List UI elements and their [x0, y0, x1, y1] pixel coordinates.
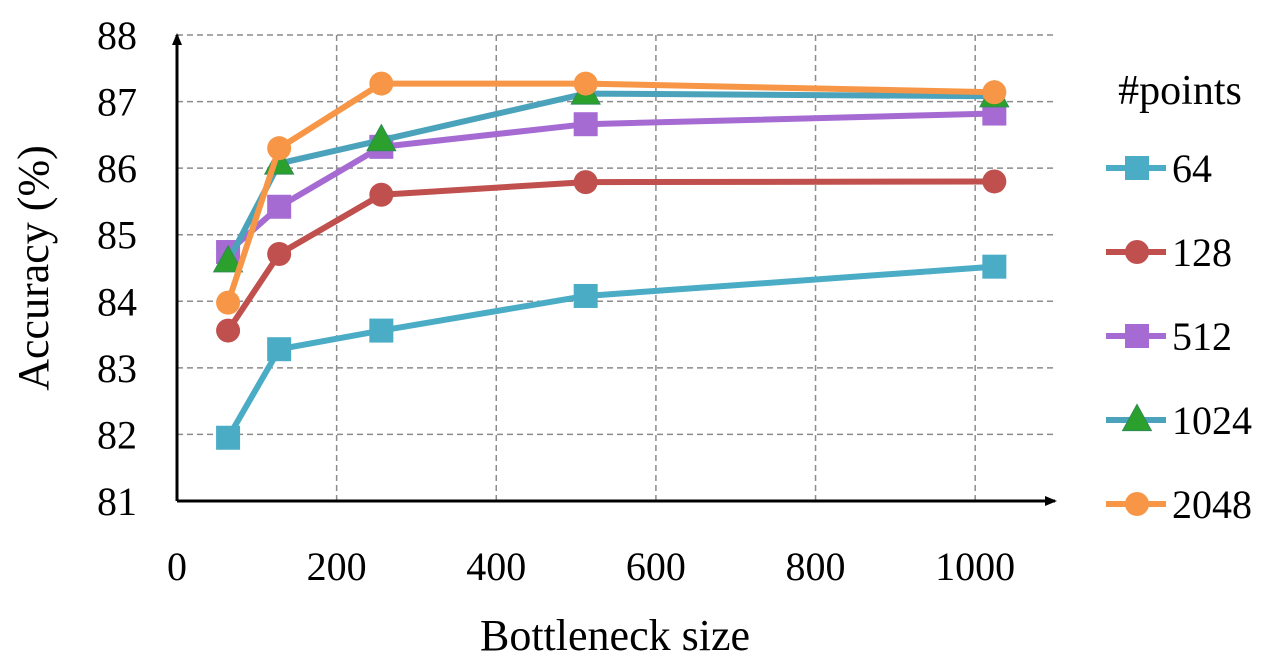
x-axis-title: Bottleneck size [480, 611, 750, 660]
y-tick-label-85: 85 [97, 213, 137, 258]
x-tick-label-0: 0 [167, 544, 187, 589]
legend-label-1024: 1024 [1172, 398, 1252, 443]
legend-item-2048: 2048 [1106, 482, 1252, 527]
data-point-64-256 [369, 318, 394, 343]
y-tick-label-82: 82 [97, 412, 137, 457]
data-point-128-512 [573, 170, 598, 195]
legend-item-1024: 1024 [1106, 398, 1252, 443]
y-tick-label-83: 83 [97, 346, 137, 391]
data-point-64-512 [573, 283, 598, 308]
y-tick-label-86: 86 [97, 146, 137, 191]
data-point-2048-64 [216, 290, 241, 315]
series-group [212, 71, 1010, 450]
y-tick-label-81: 81 [97, 479, 137, 524]
legend-marker-1024 [1121, 403, 1153, 432]
tick-labels: 81 82 83 84 85 86 87 88 0 200 400 600 800 1000 [97, 13, 1015, 589]
data-point-2048-256 [369, 71, 394, 96]
data-point-64-1024 [982, 254, 1007, 279]
legend-label-512: 512 [1172, 314, 1232, 359]
x-tick-label-600: 600 [626, 544, 686, 589]
legend-marker-512 [1125, 324, 1149, 348]
data-point-128-1024 [982, 169, 1007, 194]
data-point-512-128 [267, 194, 292, 219]
data-point-64-128 [267, 337, 292, 362]
legend-marker-2048 [1125, 492, 1149, 516]
axes [172, 33, 1057, 506]
data-point-2048-1024 [982, 80, 1007, 105]
legend-marker-64 [1125, 156, 1149, 180]
data-point-2048-512 [573, 71, 598, 96]
legend: #points 64 128 512 1024 2048 [1106, 68, 1252, 527]
series-128 [216, 169, 1007, 343]
legend-item-128: 128 [1106, 230, 1232, 275]
series-line-128 [225, 178, 995, 333]
x-tick-label-1000: 1000 [935, 544, 1015, 589]
legend-label-64: 64 [1172, 146, 1212, 191]
legend-title: #points [1118, 68, 1242, 114]
data-point-64-64 [216, 425, 241, 450]
series-line-64 [225, 263, 995, 440]
data-point-2048-128 [267, 136, 292, 161]
grid [177, 34, 1055, 501]
data-point-128-256 [369, 182, 394, 207]
legend-label-2048: 2048 [1172, 482, 1252, 527]
y-axis-title: Accuracy (%) [9, 145, 58, 391]
series-64 [216, 254, 1007, 450]
series-2048 [216, 71, 1007, 315]
data-point-128-128 [267, 242, 292, 267]
legend-marker-128 [1125, 240, 1149, 264]
x-tick-label-200: 200 [307, 544, 367, 589]
y-tick-label-84: 84 [97, 279, 137, 324]
legend-label-128: 128 [1172, 230, 1232, 275]
legend-item-64: 64 [1106, 146, 1212, 191]
data-point-512-512 [573, 112, 598, 137]
legend-item-512: 512 [1106, 314, 1232, 359]
data-point-128-64 [216, 318, 241, 343]
y-tick-label-87: 87 [97, 80, 137, 125]
x-tick-label-400: 400 [466, 544, 526, 589]
data-point-1024-64 [212, 244, 244, 273]
x-tick-label-800: 800 [786, 544, 846, 589]
y-tick-label-88: 88 [97, 13, 137, 58]
data-point-1024-256 [366, 123, 397, 152]
